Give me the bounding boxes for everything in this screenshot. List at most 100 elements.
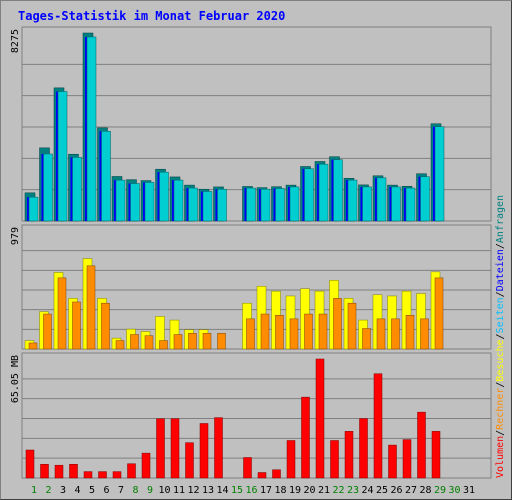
rechner-bar-day-22	[333, 298, 342, 350]
rechner-bar-day-16	[246, 318, 255, 350]
rechner-bar-day-17	[260, 313, 270, 350]
day-label-11: 11	[173, 485, 185, 496]
day-label-16: 16	[245, 485, 257, 496]
volumen-bar-day-22	[330, 440, 339, 479]
legend-volumen: Volumen	[495, 436, 506, 478]
seiten-bar-day-4	[72, 157, 82, 222]
rechner-bar-day-27	[405, 315, 415, 350]
seiten-bar-day-18	[275, 188, 285, 222]
day-label-23: 23	[347, 485, 359, 496]
day-label-7: 7	[118, 485, 124, 496]
rechner-bar-day-14	[217, 333, 226, 350]
volumen-bar-day-1	[25, 449, 35, 479]
volumen-bar-day-2	[40, 464, 49, 479]
volumen-bar-day-3	[54, 464, 64, 479]
seiten-bar-day-29	[434, 126, 445, 222]
rechner-bar-day-8	[130, 334, 139, 350]
seiten-bar-day-19	[289, 186, 300, 222]
seiten-bar-day-25	[376, 177, 387, 222]
rechner-bar-day-28	[420, 318, 429, 350]
rechner-bar-day-12	[188, 333, 197, 350]
legend-separator: /	[495, 430, 506, 436]
day-label-13: 13	[202, 485, 214, 496]
seiten-bar-day-3	[57, 91, 68, 222]
volumen-bar-day-12	[185, 442, 194, 479]
day-label-9: 9	[147, 485, 153, 496]
seiten-bar-day-17	[260, 188, 271, 222]
volumen-bar-day-25	[373, 373, 383, 479]
volumen-bar-day-4	[69, 464, 78, 479]
volumen-bar-day-5	[83, 471, 93, 479]
day-label-25: 25	[376, 485, 388, 496]
rechner-bar-day-24	[362, 328, 371, 350]
volumen-bar-day-17	[257, 472, 267, 479]
seiten-bar-day-26	[391, 186, 401, 222]
day-label-2: 2	[45, 485, 51, 496]
seiten-bar-day-6	[101, 131, 111, 222]
seiten-bar-day-2	[43, 153, 53, 222]
seiten-bar-day-14	[217, 188, 227, 222]
volumen-bar-day-18	[272, 469, 281, 479]
rechner-bar-day-4	[72, 301, 81, 350]
day-label-28: 28	[419, 485, 431, 496]
seiten-bar-day-12	[188, 187, 198, 222]
day-label-31: 31	[463, 485, 475, 496]
seiten-bar-day-22	[333, 159, 343, 222]
legend-separator: /	[495, 243, 506, 249]
seiten-bar-day-24	[362, 186, 372, 222]
seiten-bar-day-8	[130, 183, 140, 222]
seiten-bar-day-23	[347, 179, 358, 222]
volumen-bar-day-11	[170, 418, 180, 479]
rechner-bar-day-11	[173, 334, 183, 350]
panel-top-ymax-label: 8275	[10, 29, 21, 53]
volumen-bar-day-29	[431, 431, 441, 479]
rechner-bar-day-26	[391, 318, 400, 350]
day-label-22: 22	[332, 485, 344, 496]
seiten-bar-day-9	[144, 182, 155, 222]
seiten-bar-day-13	[202, 191, 213, 222]
rechner-bar-day-5	[86, 265, 96, 350]
panel-top-frame	[21, 26, 492, 222]
rechner-bar-day-7	[115, 340, 125, 350]
volumen-bar-day-28	[417, 411, 426, 479]
legend-text: Volumen/Rechner/Besuche/Seiten/Dateien/A…	[495, 195, 506, 478]
legend-separator: /	[495, 382, 506, 388]
volumen-bar-day-7	[112, 471, 122, 479]
day-label-4: 4	[74, 485, 80, 496]
day-label-24: 24	[361, 485, 373, 496]
rechner-bar-day-3	[57, 277, 67, 350]
volumen-bar-day-16	[243, 457, 252, 479]
rechner-bar-day-25	[376, 318, 386, 350]
volumen-bar-day-24	[359, 418, 368, 479]
legend-besuche: Besuche	[495, 339, 506, 381]
seiten-bar-day-1	[28, 196, 39, 222]
day-label-19: 19	[289, 485, 301, 496]
chart-title: Tages-Statistik im Monat Februar 2020	[18, 9, 285, 23]
rechner-bar-day-9	[144, 335, 154, 350]
rechner-bar-day-6	[101, 302, 110, 350]
panel-middle-ymax-label: 979	[10, 227, 21, 245]
day-label-14: 14	[216, 485, 228, 496]
rechner-bar-day-29	[434, 277, 444, 350]
rechner-bar-day-13	[202, 333, 212, 350]
rechner-bar-day-23	[347, 302, 357, 350]
day-label-5: 5	[89, 485, 95, 496]
day-label-18: 18	[274, 485, 286, 496]
volumen-bar-day-27	[402, 439, 412, 479]
day-label-15: 15	[231, 485, 243, 496]
legend-anfragen: Anfragen	[495, 195, 506, 243]
panel-bottom-frame	[21, 352, 492, 479]
seiten-bar-day-27	[405, 187, 416, 222]
volumen-bar-day-14	[214, 417, 223, 479]
seiten-bar-day-16	[246, 187, 256, 222]
legend-separator: /	[495, 333, 506, 339]
rechner-bar-day-10	[159, 340, 168, 350]
rechner-bar-day-18	[275, 315, 284, 350]
rechner-bar-day-1	[28, 342, 38, 350]
volumen-bar-day-23	[344, 431, 354, 479]
seiten-bar-day-7	[115, 179, 126, 222]
volumen-bar-day-21	[315, 358, 325, 479]
seiten-bar-day-10	[159, 171, 169, 222]
